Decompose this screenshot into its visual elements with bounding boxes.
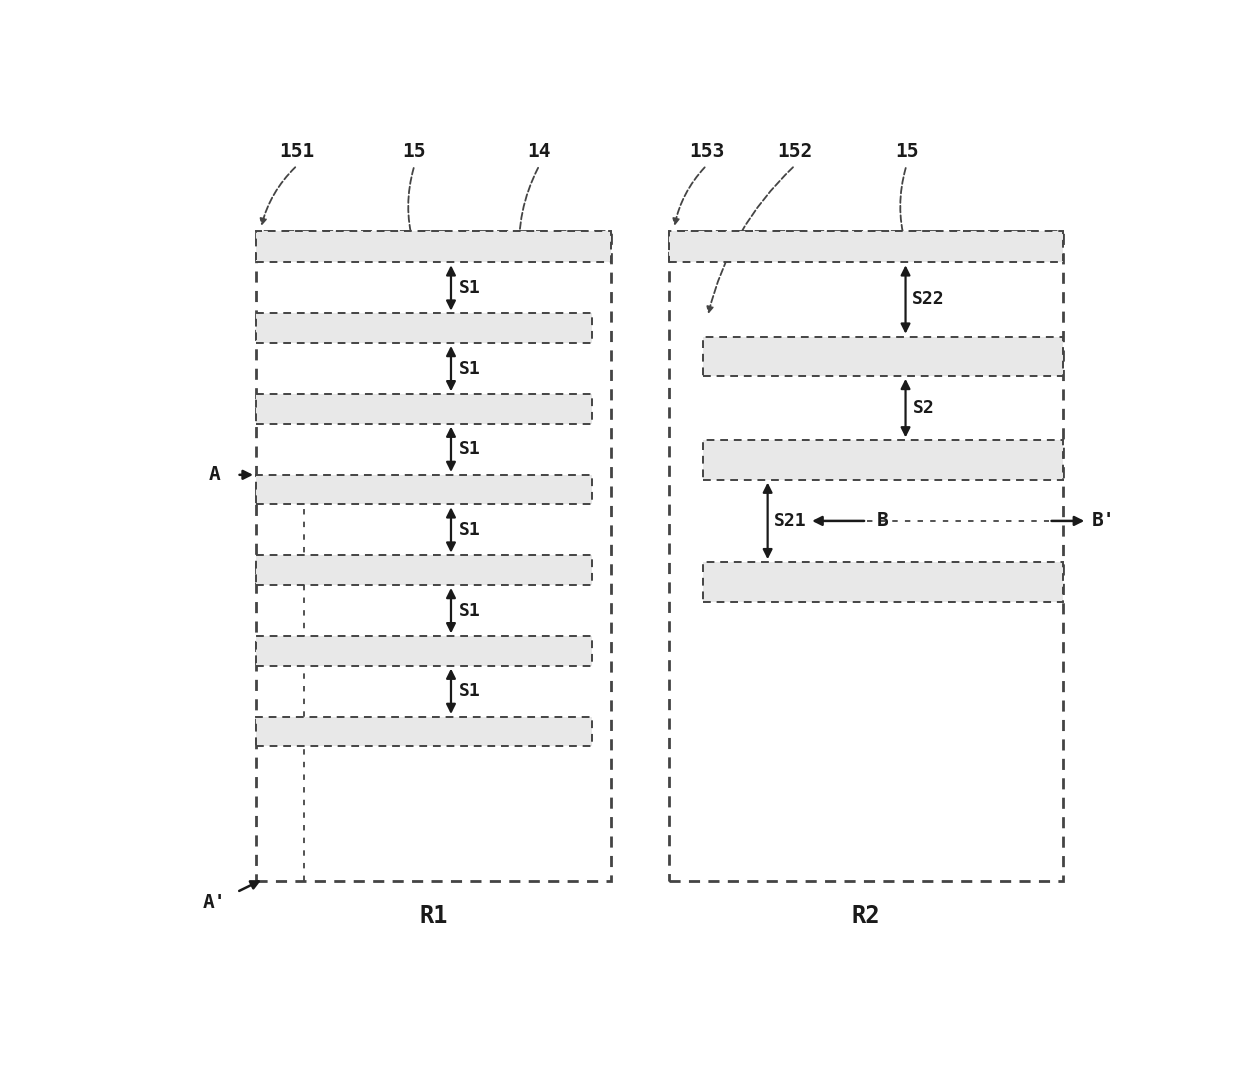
Text: S1: S1	[459, 440, 480, 459]
Bar	[703, 562, 1063, 602]
Text: A: A	[208, 465, 221, 484]
Text: 15: 15	[895, 142, 919, 161]
Text: S21: S21	[774, 512, 807, 530]
Bar	[255, 556, 593, 585]
Bar	[255, 394, 593, 423]
Text: 15: 15	[403, 142, 427, 161]
Text: S1: S1	[459, 521, 480, 539]
Text: 153: 153	[689, 142, 724, 161]
Text: B': B'	[1092, 511, 1116, 530]
Text: B: B	[877, 511, 888, 530]
Text: S1: S1	[459, 602, 480, 620]
Bar	[703, 440, 1063, 480]
Text: 152: 152	[777, 142, 812, 161]
Text: W2: W2	[1021, 348, 1039, 363]
Bar	[703, 337, 1063, 376]
Bar	[255, 313, 593, 343]
Text: S1: S1	[459, 359, 480, 377]
Bar	[255, 231, 611, 263]
Text: S1: S1	[459, 682, 480, 700]
Text: S1: S1	[459, 279, 480, 297]
Bar	[670, 231, 1063, 882]
Text: S22: S22	[913, 291, 945, 309]
Text: R1: R1	[419, 904, 448, 928]
Bar	[255, 475, 593, 505]
Text: R2: R2	[852, 904, 880, 928]
Text: W1: W1	[557, 321, 575, 336]
Bar	[670, 231, 1063, 263]
Text: 151: 151	[279, 142, 315, 161]
Bar	[255, 636, 593, 666]
Text: A': A'	[203, 893, 227, 912]
Bar	[255, 717, 593, 746]
Text: S2: S2	[913, 399, 935, 417]
Bar	[255, 231, 611, 882]
Text: 14: 14	[528, 142, 551, 161]
